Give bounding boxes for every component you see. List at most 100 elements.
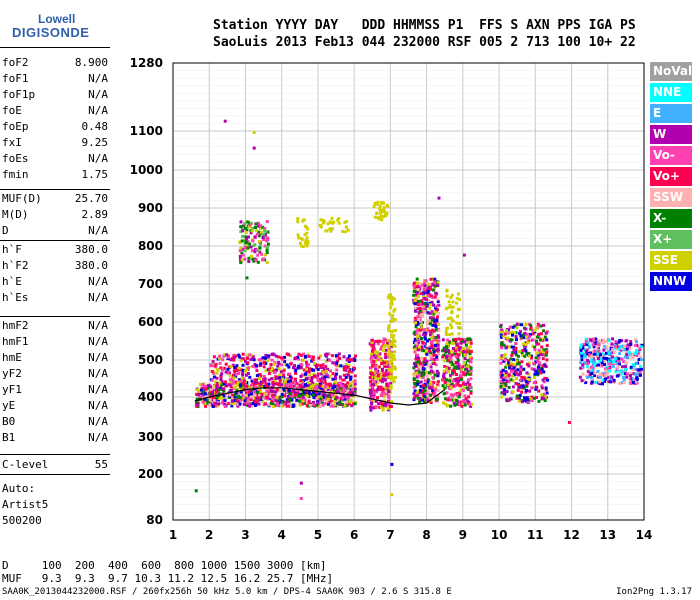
echo-point bbox=[427, 364, 431, 368]
echo-point bbox=[267, 367, 271, 371]
echo-point bbox=[232, 401, 236, 405]
echo-point bbox=[315, 385, 318, 389]
echo-point bbox=[469, 404, 473, 408]
echo-point bbox=[230, 404, 234, 408]
echo-point bbox=[461, 380, 465, 384]
param-value: 0.48 bbox=[81, 120, 109, 133]
echo-point bbox=[390, 365, 394, 369]
echo-point bbox=[450, 326, 454, 329]
echo-point bbox=[456, 365, 460, 368]
echo-point bbox=[216, 383, 220, 387]
echo-point bbox=[470, 402, 474, 406]
echo-point bbox=[423, 308, 427, 312]
echo-point bbox=[259, 382, 263, 386]
echo-point bbox=[631, 353, 635, 357]
echo-point bbox=[542, 370, 546, 374]
echo-point bbox=[507, 385, 511, 389]
echo-point bbox=[436, 315, 439, 319]
echo-point bbox=[302, 368, 306, 372]
echo-point bbox=[517, 399, 521, 403]
echo-point bbox=[234, 382, 238, 386]
echo-point bbox=[327, 401, 331, 405]
legend-item: E bbox=[650, 104, 692, 123]
param-row: h`F2 380.0 bbox=[2, 258, 108, 273]
echo-point bbox=[320, 376, 324, 380]
echo-point bbox=[278, 379, 282, 383]
echo-point bbox=[437, 329, 441, 333]
echo-point bbox=[254, 403, 258, 407]
echo-point bbox=[413, 396, 416, 400]
echo-point bbox=[206, 398, 210, 402]
echo-point bbox=[279, 370, 283, 374]
echo-point bbox=[633, 367, 637, 371]
echo-point bbox=[270, 399, 274, 403]
echo-point bbox=[415, 329, 419, 333]
echo-point bbox=[304, 383, 307, 387]
echo-point bbox=[464, 397, 468, 401]
echo-point bbox=[292, 366, 295, 369]
echo-point bbox=[324, 384, 328, 388]
echo-point bbox=[244, 239, 248, 243]
echo-point bbox=[246, 246, 250, 250]
echo-point bbox=[429, 333, 432, 337]
echo-point bbox=[515, 326, 519, 330]
echo-point bbox=[593, 371, 597, 375]
echo-point bbox=[240, 376, 244, 380]
param-value: N/A bbox=[88, 72, 108, 85]
echo-point bbox=[426, 380, 430, 384]
echo-point bbox=[579, 366, 583, 370]
echo-point bbox=[590, 378, 594, 382]
echo-point bbox=[251, 239, 255, 243]
trace-line bbox=[194, 387, 446, 406]
echo-point bbox=[312, 387, 316, 391]
echo-point bbox=[300, 373, 304, 377]
param-row: h`E N/A bbox=[2, 274, 108, 289]
echo-point bbox=[433, 277, 437, 281]
echo-point bbox=[601, 382, 604, 386]
echo-point bbox=[325, 385, 329, 389]
echo-point bbox=[517, 350, 521, 354]
echo-point bbox=[247, 390, 251, 394]
echo-point bbox=[522, 336, 526, 340]
echo-point bbox=[251, 356, 255, 360]
echo-point bbox=[503, 332, 507, 336]
echo-point bbox=[245, 276, 249, 280]
echo-point bbox=[427, 289, 431, 293]
echo-point bbox=[628, 379, 632, 383]
echo-point bbox=[634, 378, 638, 382]
echo-point bbox=[379, 347, 383, 351]
echo-point bbox=[337, 381, 341, 385]
echo-point bbox=[387, 326, 391, 330]
echo-point bbox=[607, 380, 611, 384]
echo-point bbox=[502, 373, 506, 377]
y-tick-label: 300 bbox=[138, 430, 163, 444]
echo-point bbox=[287, 385, 291, 389]
param-row: foEs N/A bbox=[2, 151, 108, 166]
echo-point bbox=[445, 294, 449, 298]
echo-point bbox=[322, 366, 326, 370]
echo-point bbox=[414, 344, 418, 348]
echo-point bbox=[602, 348, 606, 352]
echo-point bbox=[310, 367, 314, 371]
echo-point bbox=[204, 404, 208, 408]
echo-point bbox=[289, 379, 292, 383]
echo-point bbox=[416, 300, 420, 304]
echo-point bbox=[196, 388, 200, 392]
echo-point bbox=[609, 357, 613, 360]
echo-point bbox=[261, 356, 265, 360]
echo-point bbox=[638, 347, 642, 351]
echo-point bbox=[505, 379, 509, 383]
echo-point bbox=[608, 369, 612, 373]
echo-point bbox=[423, 357, 427, 361]
echo-point bbox=[370, 355, 374, 359]
echo-point bbox=[519, 330, 522, 334]
echo-point bbox=[535, 351, 539, 355]
echo-point bbox=[443, 348, 447, 352]
echo-point bbox=[239, 261, 243, 265]
echo-point bbox=[429, 362, 433, 366]
echo-point bbox=[412, 366, 416, 370]
echo-point bbox=[210, 370, 214, 374]
echo-point bbox=[459, 368, 463, 372]
echo-point bbox=[348, 382, 352, 386]
echo-point bbox=[415, 371, 419, 375]
